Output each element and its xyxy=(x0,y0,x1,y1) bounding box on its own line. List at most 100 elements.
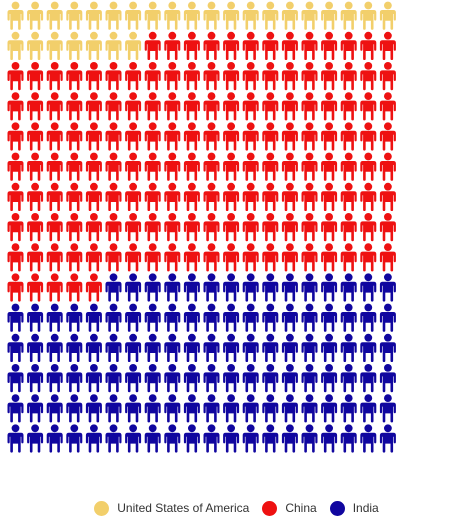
person-icon xyxy=(85,62,102,91)
person-icon xyxy=(301,62,318,91)
person-icon xyxy=(301,31,318,60)
legend-item-usa[interactable]: United States of America xyxy=(94,500,249,516)
person-icon xyxy=(301,273,318,302)
person-icon xyxy=(223,213,240,242)
person-icon xyxy=(27,182,44,211)
person-icon xyxy=(242,273,259,302)
person-icon xyxy=(262,92,279,121)
person-icon xyxy=(223,424,240,453)
legend: United States of America China India xyxy=(0,497,473,519)
person-icon xyxy=(281,273,298,302)
person-icon xyxy=(379,122,396,151)
pictogram-grid xyxy=(7,1,396,453)
person-icon xyxy=(301,122,318,151)
person-icon xyxy=(46,31,63,60)
person-icon xyxy=(281,364,298,393)
person-icon xyxy=(66,243,83,272)
person-icon xyxy=(46,333,63,362)
person-icon xyxy=(164,424,181,453)
person-icon xyxy=(27,424,44,453)
person-icon xyxy=(340,243,357,272)
person-icon xyxy=(262,394,279,423)
person-icon xyxy=(262,273,279,302)
person-icon xyxy=(66,394,83,423)
person-icon xyxy=(281,92,298,121)
person-icon xyxy=(203,62,220,91)
person-icon xyxy=(66,31,83,60)
person-icon xyxy=(321,333,338,362)
person-icon xyxy=(301,92,318,121)
person-icon xyxy=(85,364,102,393)
person-icon xyxy=(321,1,338,30)
person-icon xyxy=(203,92,220,121)
person-icon xyxy=(105,92,122,121)
person-icon xyxy=(164,303,181,332)
person-icon xyxy=(66,122,83,151)
person-icon xyxy=(144,333,161,362)
person-icon xyxy=(262,152,279,181)
person-icon xyxy=(340,152,357,181)
person-icon xyxy=(360,1,377,30)
person-icon xyxy=(281,424,298,453)
person-icon xyxy=(379,92,396,121)
person-icon xyxy=(66,92,83,121)
person-icon xyxy=(164,273,181,302)
person-icon xyxy=(144,273,161,302)
person-icon xyxy=(242,152,259,181)
person-icon xyxy=(360,152,377,181)
person-icon xyxy=(360,364,377,393)
person-icon xyxy=(125,333,142,362)
person-icon xyxy=(66,364,83,393)
person-icon xyxy=(321,273,338,302)
person-icon xyxy=(262,182,279,211)
person-icon xyxy=(379,394,396,423)
person-icon xyxy=(7,122,24,151)
person-icon xyxy=(340,364,357,393)
person-icon xyxy=(183,213,200,242)
person-icon xyxy=(144,182,161,211)
person-icon xyxy=(360,394,377,423)
person-icon xyxy=(242,31,259,60)
person-icon xyxy=(262,62,279,91)
person-icon xyxy=(301,303,318,332)
person-icon xyxy=(125,182,142,211)
person-icon xyxy=(223,333,240,362)
person-icon xyxy=(321,303,338,332)
person-icon xyxy=(7,273,24,302)
person-icon xyxy=(164,62,181,91)
legend-item-india[interactable]: India xyxy=(329,500,379,516)
person-icon xyxy=(360,243,377,272)
person-icon xyxy=(340,1,357,30)
person-icon xyxy=(144,1,161,30)
person-icon xyxy=(27,1,44,30)
person-icon xyxy=(7,31,24,60)
person-icon xyxy=(164,394,181,423)
legend-label-india: India xyxy=(352,501,379,515)
person-icon xyxy=(27,243,44,272)
person-icon xyxy=(203,333,220,362)
person-icon xyxy=(262,333,279,362)
person-icon xyxy=(321,394,338,423)
person-icon xyxy=(242,182,259,211)
person-icon xyxy=(281,31,298,60)
person-icon xyxy=(301,152,318,181)
person-icon xyxy=(281,213,298,242)
person-icon xyxy=(27,122,44,151)
person-icon xyxy=(379,364,396,393)
person-icon xyxy=(27,213,44,242)
legend-item-china[interactable]: China xyxy=(262,500,317,516)
person-icon xyxy=(281,303,298,332)
person-icon xyxy=(66,1,83,30)
person-icon xyxy=(223,92,240,121)
person-icon xyxy=(46,364,63,393)
person-icon xyxy=(46,152,63,181)
person-icon xyxy=(183,1,200,30)
person-icon xyxy=(301,333,318,362)
person-icon xyxy=(125,31,142,60)
person-icon xyxy=(203,424,220,453)
person-icon xyxy=(183,62,200,91)
person-icon xyxy=(301,1,318,30)
person-icon xyxy=(242,1,259,30)
person-icon xyxy=(203,243,220,272)
person-icon xyxy=(281,333,298,362)
